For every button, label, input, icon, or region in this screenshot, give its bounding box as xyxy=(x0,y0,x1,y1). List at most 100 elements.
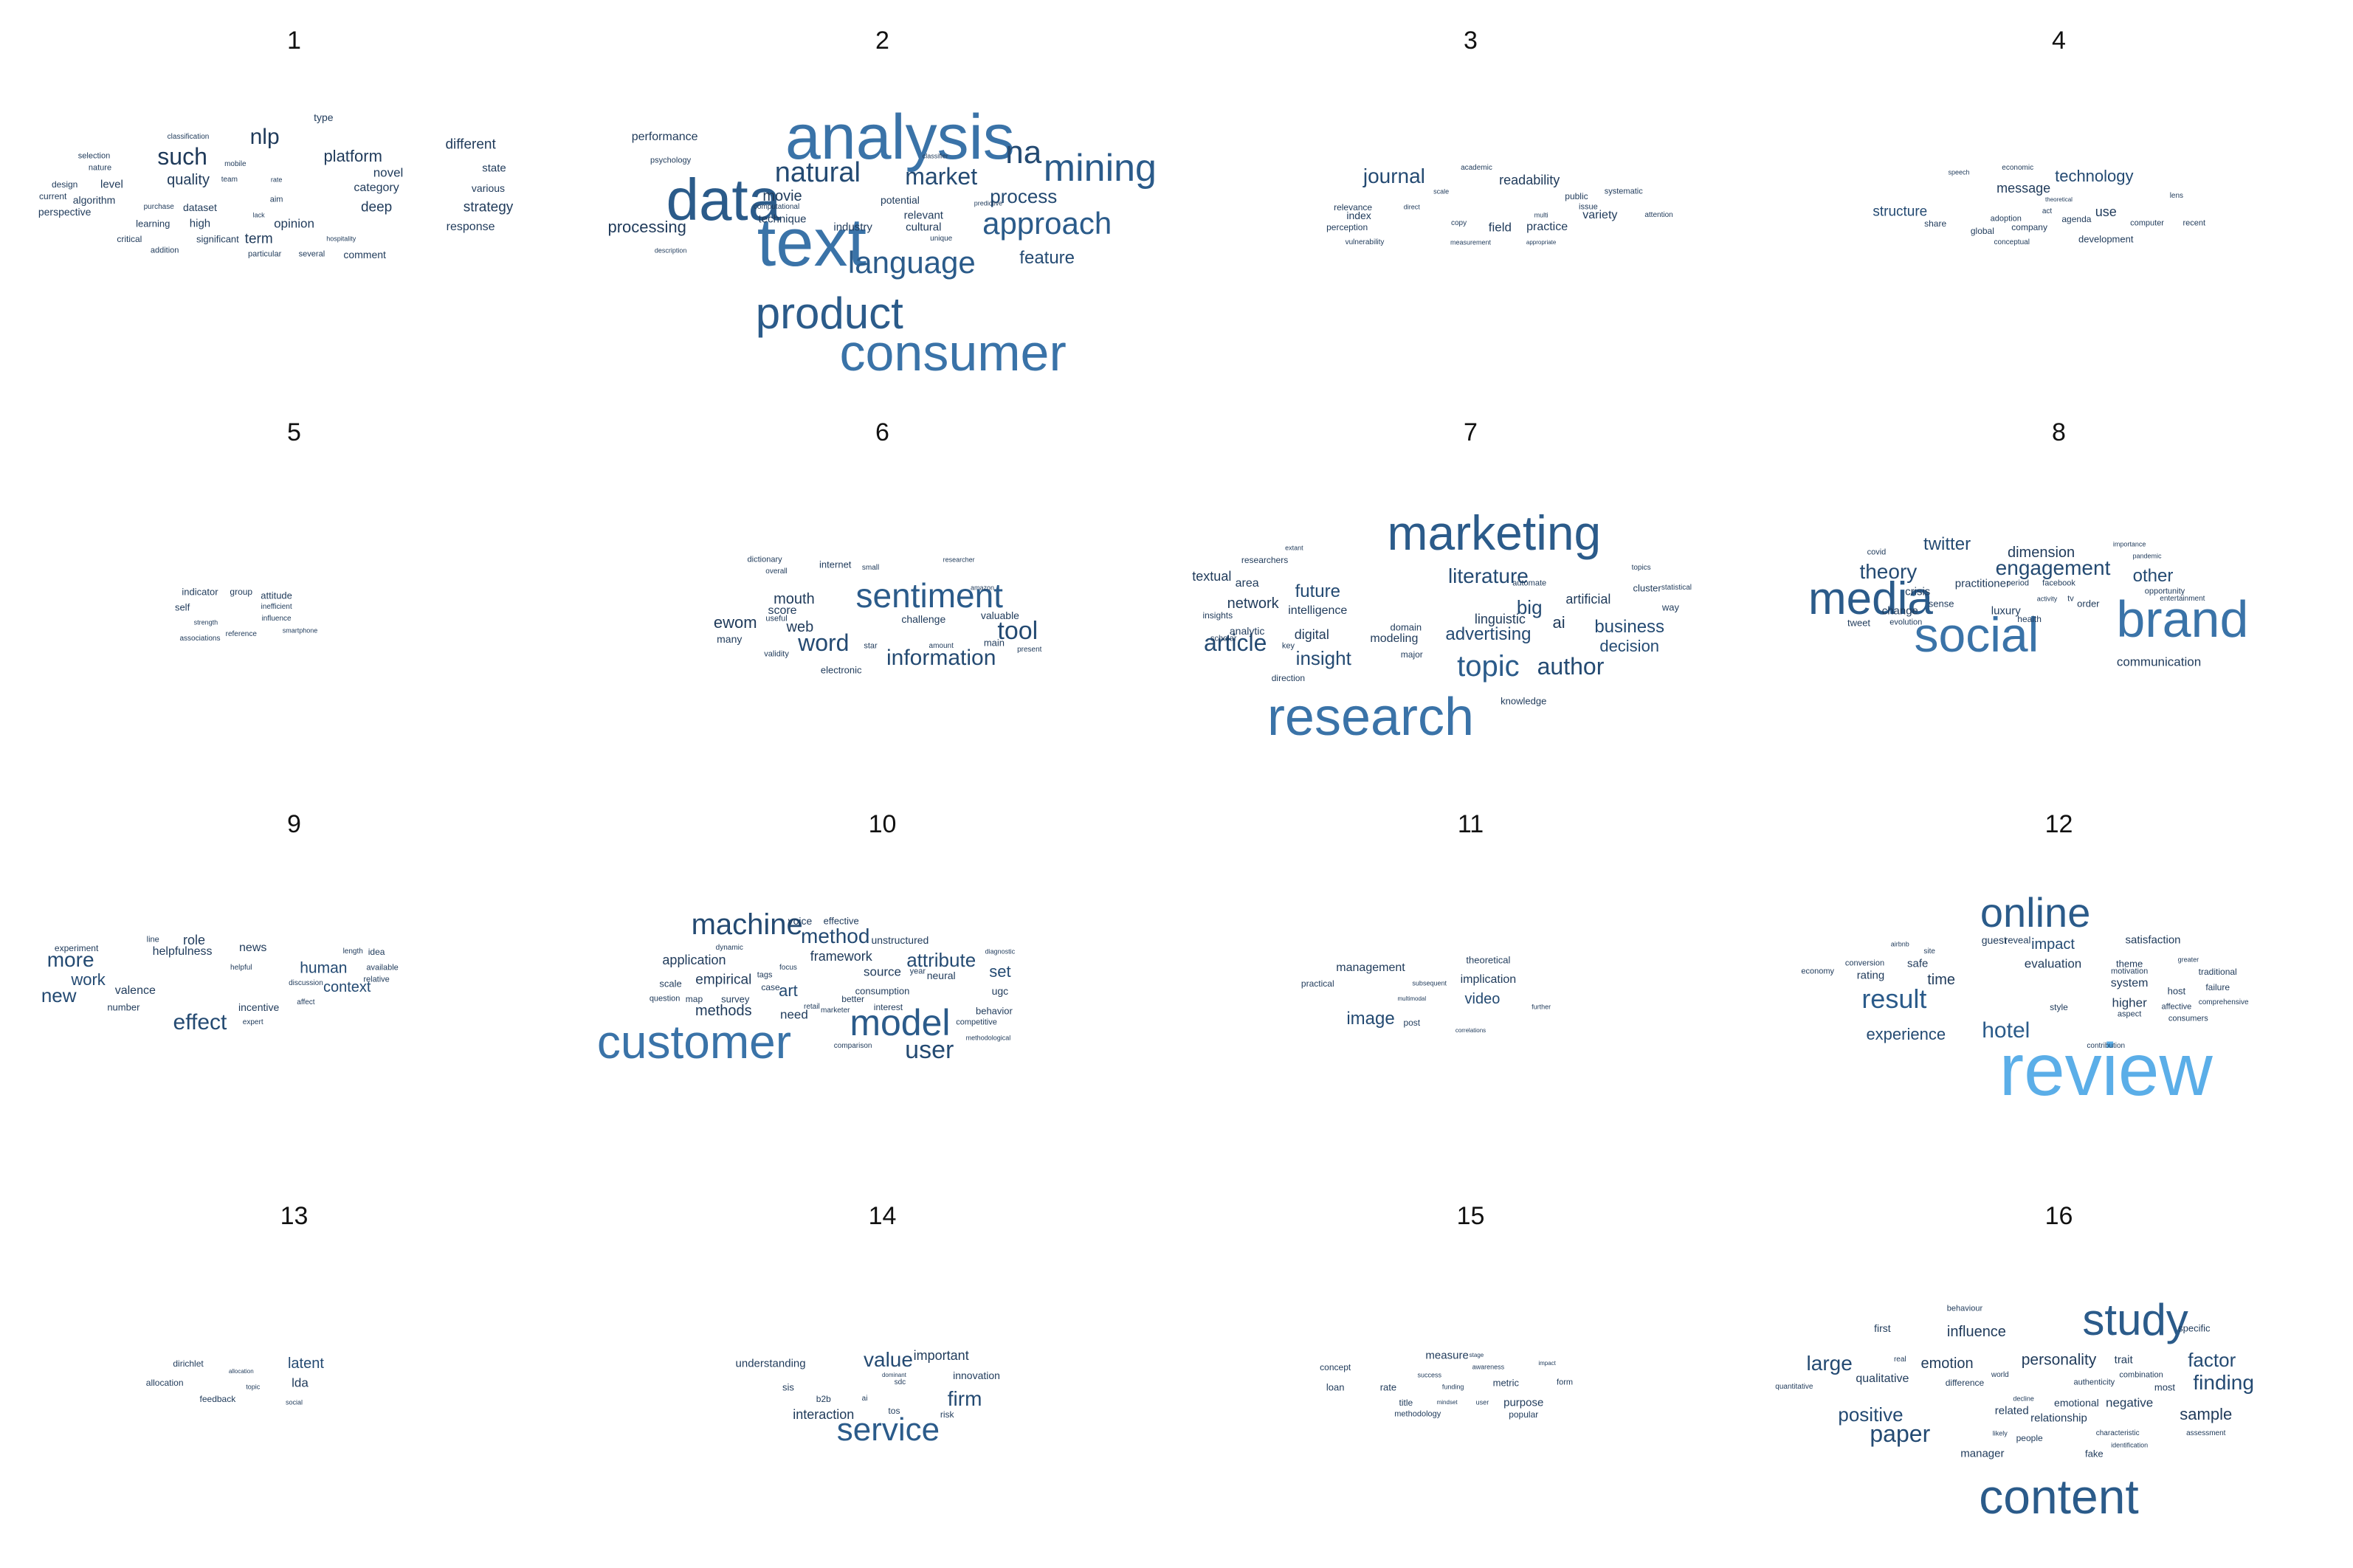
cloud-word: na xyxy=(1005,134,1042,171)
cloud-word: classifier xyxy=(922,152,948,160)
cloud-word: customer xyxy=(596,1015,792,1069)
cloud-word: mindset xyxy=(1436,1398,1458,1406)
cloud-word: study xyxy=(2082,1295,2188,1345)
cloud-word: perception xyxy=(1326,221,1368,232)
cloud-word: insights xyxy=(1202,609,1233,621)
cloud-word: helpfulness xyxy=(152,945,213,959)
panel-number: 1 xyxy=(287,27,301,55)
cloud-word: hotel xyxy=(1982,1018,2030,1043)
cloud-word: manager xyxy=(1960,1447,2005,1460)
cloud-word: movie xyxy=(762,187,802,204)
panel-number: 7 xyxy=(1464,418,1478,446)
cloud-word: statistical xyxy=(1661,583,1692,592)
cloud-word: influence xyxy=(1946,1324,2006,1341)
cloud-word: variety xyxy=(1582,209,1618,222)
cloud-word: academic xyxy=(1461,164,1492,173)
cloud-word: more xyxy=(46,947,94,971)
cloud-word: guest xyxy=(1981,934,2007,947)
cloud-word: key xyxy=(1281,641,1295,651)
cloud-word: dataset xyxy=(183,201,217,214)
panel-number: 11 xyxy=(1457,810,1484,838)
cloud-word: communication xyxy=(2116,655,2202,669)
cloud-word: quality xyxy=(167,172,210,189)
cloud-word: personality xyxy=(2021,1351,2097,1369)
cloud-word: identification xyxy=(2111,1441,2149,1449)
cloud-word: dynamic xyxy=(715,944,743,953)
cloud-word: multi xyxy=(1534,211,1548,219)
cloud-word: agenda xyxy=(2061,214,2092,225)
cloud-word: most xyxy=(2154,1381,2176,1393)
cloud-word: design xyxy=(51,179,78,190)
cloud-word: psychology xyxy=(650,156,692,165)
cloud-word: time xyxy=(1927,971,1955,988)
cloud-word: reveal xyxy=(2004,934,2031,946)
cloud-word: topics xyxy=(1631,563,1651,572)
panel-number: 15 xyxy=(1456,1202,1485,1230)
cloud-word: factor xyxy=(2188,1348,2236,1371)
word-cloud: media social brand engagement theory twitter d… xyxy=(1765,392,2353,784)
cloud-word: conceptual xyxy=(1994,238,2030,247)
cloud-word: technology xyxy=(2055,166,2134,185)
cloud-word: facebook xyxy=(2042,578,2075,588)
cloud-word: automate xyxy=(1512,578,1547,588)
cloud-word: success xyxy=(1417,1371,1441,1379)
cloud-word: systematic xyxy=(1604,187,1643,196)
cloud-word: textual xyxy=(1192,568,1232,584)
cloud-word: high xyxy=(189,217,211,230)
cloud-word: journal xyxy=(1362,164,1425,187)
wordcloud-panel-9: 9 effect more work new human context role helpfu… xyxy=(0,784,588,1175)
cloud-word: year xyxy=(909,967,926,976)
cloud-word: user xyxy=(905,1036,954,1065)
cloud-word: likely xyxy=(1992,1429,2008,1437)
cloud-word: nature xyxy=(88,163,112,173)
cloud-word: language xyxy=(847,244,976,280)
cloud-word: theoretical xyxy=(1466,954,1511,966)
cloud-word: popular xyxy=(1509,1409,1539,1420)
cloud-word: cultural xyxy=(906,221,942,234)
cloud-word: scale xyxy=(1433,187,1450,196)
cloud-word: idea xyxy=(368,947,385,958)
wordcloud-panel-12: 12 review online result hotel experience impac… xyxy=(1765,784,2353,1175)
cloud-word: failure xyxy=(2205,982,2230,993)
cloud-word: mobile xyxy=(224,160,247,169)
cloud-word: business xyxy=(1594,616,1665,637)
cloud-word: awareness xyxy=(1472,1363,1505,1371)
cloud-word: score xyxy=(768,604,797,618)
cloud-word: opportunity xyxy=(2144,587,2185,596)
cloud-word: focus xyxy=(779,963,797,972)
panel-number: 6 xyxy=(875,418,889,446)
cloud-word: practice xyxy=(1526,220,1568,233)
cloud-word: consumer xyxy=(839,323,1067,381)
cloud-word: tags xyxy=(757,970,773,980)
cloud-word: structure xyxy=(1873,204,1928,220)
word-cloud: analysis data text product consumer mining app… xyxy=(588,0,1176,392)
cloud-word: several xyxy=(298,249,325,259)
cloud-word: ai xyxy=(1552,613,1565,632)
cloud-word: impact xyxy=(2031,936,2075,953)
cloud-word: present xyxy=(1017,646,1042,655)
wordcloud-panel-6: 6 sentiment word information tool ewom web mout… xyxy=(588,392,1176,784)
cloud-word: sentiment xyxy=(855,576,1003,615)
cloud-word: tv xyxy=(2067,594,2074,604)
cloud-word: application xyxy=(662,952,726,967)
panel-number: 12 xyxy=(2044,810,2073,838)
cloud-word: positive xyxy=(1838,1403,1904,1426)
cloud-word: readability xyxy=(1499,173,1560,188)
cloud-word: world xyxy=(1991,1370,2009,1379)
cloud-word: technique xyxy=(758,213,807,226)
cloud-word: domain xyxy=(1390,621,1422,633)
cloud-word: advertising xyxy=(1445,624,1532,645)
cloud-word: question xyxy=(649,994,681,1004)
cloud-word: emotional xyxy=(2054,1396,2099,1409)
cloud-word: economy xyxy=(1801,967,1835,976)
cloud-word: perspective xyxy=(38,205,92,218)
cloud-word: consumption xyxy=(855,985,910,997)
cloud-word: image xyxy=(1346,1008,1395,1029)
cloud-word: literature xyxy=(1447,564,1529,587)
cloud-word: theme xyxy=(2116,958,2143,970)
cloud-word: related xyxy=(1994,1404,2029,1417)
cloud-word: researcher xyxy=(943,556,975,564)
cloud-word: associations xyxy=(179,634,221,643)
word-cloud: content study factor finding paper positive la… xyxy=(1765,1175,2353,1567)
cloud-word: researchers xyxy=(1241,555,1289,566)
